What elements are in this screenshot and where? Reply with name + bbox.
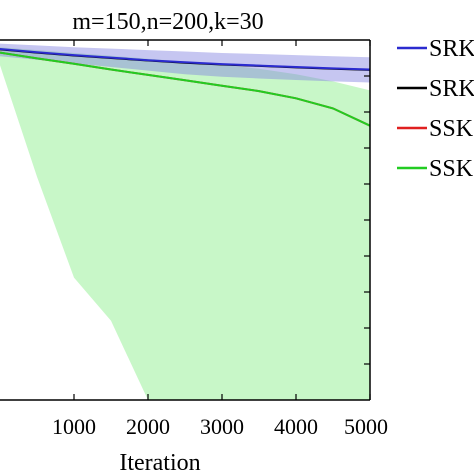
x-tick-label: 1000 <box>52 414 96 439</box>
legend-label-2: SSK <box>429 116 474 142</box>
legend-label-0: SRK <box>429 36 474 62</box>
legend-label-3: SSK <box>429 156 474 182</box>
chart-title: m=150,n=200,k=30 <box>72 9 263 35</box>
confidence-band-ssk-green <box>0 47 370 400</box>
series-line-0 <box>0 48 371 71</box>
axes: 1000 2000 3000 4000 5000 <box>0 39 388 439</box>
x-tick-label: 3000 <box>200 414 244 439</box>
series-line-3 <box>0 51 371 127</box>
x-tick-label: 2000 <box>126 414 170 439</box>
legend-label-1: SRK <box>429 76 474 102</box>
x-tick-label: 5000 <box>344 414 388 439</box>
plot-area <box>0 43 371 400</box>
x-axis-label: Iteration <box>119 450 200 474</box>
legend: SRK SRK SSK SSK <box>397 36 474 182</box>
x-tick-label: 4000 <box>274 414 318 439</box>
